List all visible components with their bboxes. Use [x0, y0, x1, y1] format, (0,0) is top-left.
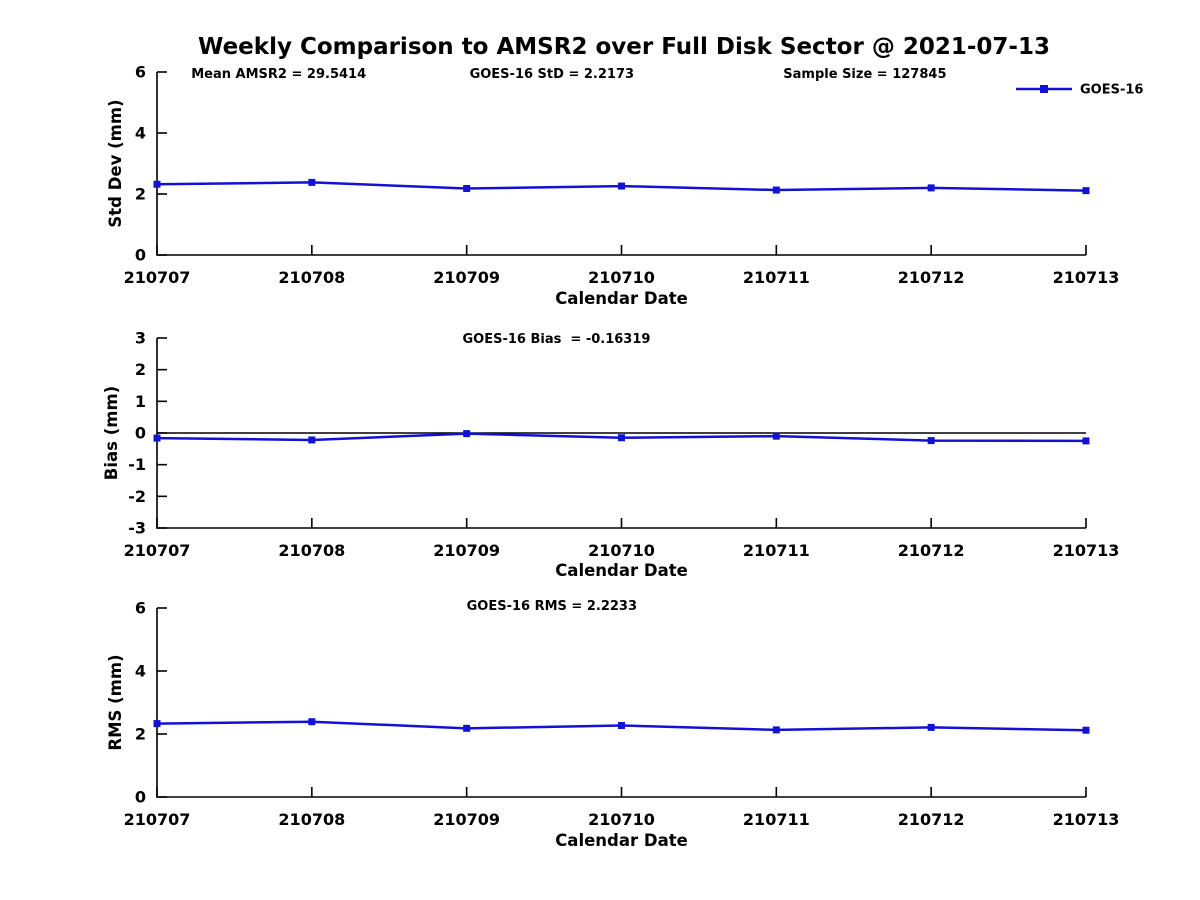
x-tick-label: 210709 [433, 541, 500, 560]
subplot-annotation: Sample Size = 127845 [783, 67, 946, 82]
data-point-marker [463, 185, 471, 193]
data-point-marker [618, 721, 625, 729]
y-tick-label: 1 [135, 392, 146, 411]
x-tick-label: 210712 [898, 810, 965, 829]
data-point-marker [153, 434, 161, 442]
x-tick-label: 210708 [278, 541, 345, 560]
figure-title: Weekly Comparison to AMSR2 over Full Dis… [198, 34, 1050, 60]
subplot-bias: -3 -2 -1 0 1 2 3 210707 210708 210709 210710 210711… [102, 329, 1119, 581]
data-point-marker [618, 182, 625, 190]
y-axis-label: RMS (mm) [106, 654, 125, 750]
y-tick-label: 3 [135, 329, 146, 348]
data-point-marker [927, 184, 935, 192]
x-tick-label: 210709 [433, 810, 500, 829]
legend-label: GOES-16 [1080, 83, 1143, 98]
data-point-marker [308, 436, 316, 444]
y-tick-label: 4 [135, 662, 146, 681]
y-axis-label: Std Dev (mm) [106, 99, 125, 227]
x-tick-label: 210711 [743, 541, 810, 560]
y-tick-label: 0 [135, 424, 146, 443]
x-tick-label: 210707 [124, 268, 191, 287]
y-axis-label: Bias (mm) [102, 386, 121, 480]
data-point-marker [1082, 726, 1090, 734]
data-point-marker [927, 723, 935, 731]
y-tick-label: 2 [135, 360, 146, 379]
data-point-marker [153, 180, 161, 188]
y-tick-label: 6 [135, 63, 146, 82]
legend: GOES-16 [1016, 83, 1143, 98]
x-tick-label: 210711 [743, 810, 810, 829]
subplot-rms: 0 2 4 6 210707 210708 210709 210710 210711 210712… [106, 599, 1119, 851]
x-tick-label: 210713 [1053, 810, 1120, 829]
axis-frame [156, 608, 1086, 798]
y-tick-label: 2 [135, 185, 146, 204]
x-axis-label: Calendar Date [555, 289, 688, 308]
subplot-annotation: GOES-16 Bias = -0.16319 [463, 332, 651, 347]
x-tick-label: 210712 [898, 268, 965, 287]
data-point-marker [927, 437, 935, 445]
y-tick-label: 0 [135, 246, 146, 265]
data-point-marker [463, 430, 471, 438]
legend-marker-icon [1040, 85, 1048, 93]
x-tick-label: 210707 [124, 541, 191, 560]
x-tick-label: 210708 [278, 268, 345, 287]
x-tick-label: 210711 [743, 268, 810, 287]
x-axis-label: Calendar Date [555, 831, 688, 850]
data-point-marker [772, 726, 780, 734]
y-tick-label: 4 [135, 124, 146, 143]
data-point-marker [153, 720, 161, 728]
data-point-marker [308, 718, 316, 726]
y-tick-label: -1 [128, 455, 146, 474]
x-tick-label: 210710 [588, 810, 655, 829]
data-point-marker [772, 432, 780, 440]
x-axis-label: Calendar Date [555, 561, 688, 580]
data-point-marker [1082, 437, 1090, 445]
x-tick-label: 210709 [433, 268, 500, 287]
y-tick-label: -3 [128, 519, 146, 538]
x-tick-label: 210712 [898, 541, 965, 560]
subplot-annotation: Mean AMSR2 = 29.5414 [191, 67, 366, 82]
x-tick-label: 210713 [1053, 541, 1120, 560]
data-point-marker [308, 178, 316, 186]
subplot-std-dev: 0 2 4 6 210707 210708 210709 210710 210711 210712… [106, 63, 1119, 309]
subplot-annotation: GOES-16 RMS = 2.2233 [467, 599, 637, 614]
axis-frame [156, 72, 1086, 256]
data-point-marker [618, 434, 625, 442]
y-tick-label: 6 [135, 599, 146, 618]
x-tick-label: 210708 [278, 810, 345, 829]
y-tick-label: 2 [135, 725, 146, 744]
data-point-marker [772, 186, 780, 194]
data-point-marker [1082, 187, 1090, 195]
x-tick-label: 210710 [588, 268, 655, 287]
y-tick-label: -2 [128, 487, 146, 506]
x-tick-label: 210713 [1053, 268, 1120, 287]
x-tick-label: 210710 [588, 541, 655, 560]
data-point-marker [463, 724, 471, 732]
x-tick-label: 210707 [124, 810, 191, 829]
y-tick-label: 0 [135, 788, 146, 807]
subplot-annotation: GOES-16 StD = 2.2173 [470, 67, 634, 82]
